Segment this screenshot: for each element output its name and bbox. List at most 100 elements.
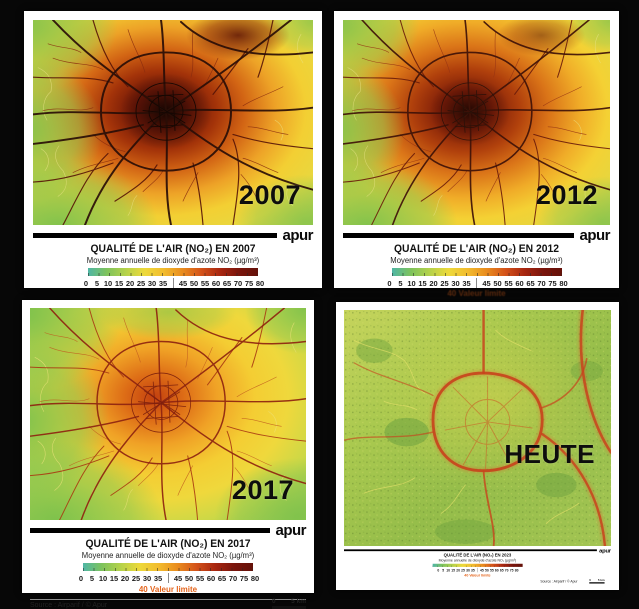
separator-bar — [30, 528, 270, 533]
limit-label-heute: 40 Valeur limite — [464, 573, 490, 577]
scale-tick: 70 — [233, 279, 244, 288]
map-scalebar: 0 5 km — [272, 598, 306, 609]
year-label-2017: 2017 — [232, 475, 294, 506]
scalebar-five: 5 km — [291, 598, 306, 605]
source-row-heute: Source : Airparif / © Apur 0 5 km — [344, 579, 611, 584]
limit-label-2012: 40 Valeur limite — [447, 289, 505, 298]
scale-tick: 60 — [514, 279, 525, 288]
separator-bar — [344, 549, 597, 551]
scale-tick: 80 — [255, 279, 266, 288]
scale-tick: 35 — [158, 279, 169, 288]
scale-tick: 35 — [461, 279, 472, 288]
panel-2017: 2017 apur QUALITÉ DE L'AIR (NO₂) EN 2017… — [22, 300, 314, 593]
scale-tick: 10 — [103, 279, 114, 288]
map-heute-satellite — [344, 310, 611, 546]
scale-divider — [476, 278, 477, 288]
scale-divider — [168, 573, 169, 583]
scale-tick: 20 — [120, 574, 131, 583]
color-scale-gradient — [83, 563, 253, 571]
scale-tick: 75 — [244, 279, 255, 288]
apur-logo: apur — [282, 228, 313, 243]
apur-logo: apur — [275, 523, 306, 538]
color-scale-gradient — [88, 268, 258, 276]
scale-tick: 60 — [211, 279, 222, 288]
source-text: Source : Airparif / © Apur — [540, 580, 577, 584]
scale-tick: 5 — [395, 279, 406, 288]
scale-tick: 75 — [547, 279, 558, 288]
scale-tick: 45 — [481, 279, 492, 288]
source-row-2017: Source : Airparif / © Apur 0 5 km — [30, 599, 306, 609]
color-scale-gradient — [392, 268, 562, 276]
apur-logo: apur — [579, 228, 610, 243]
scale-tick: 50 — [184, 574, 195, 583]
scale-tick: 0 — [76, 574, 87, 583]
map-scalebar: 0 5 km — [589, 579, 604, 584]
scale-tick: 35 — [153, 574, 164, 583]
scale-tick: 80 — [514, 568, 519, 572]
scale-tick: 25 — [439, 279, 450, 288]
title-bar-2017: apur — [30, 523, 306, 537]
scale-tick: 15 — [114, 279, 125, 288]
source-text: Source : Airparif / © Apur — [30, 602, 107, 609]
map-subtitle-2012: Moyenne annuelle de dioxyde d'azote NO₂ … — [348, 256, 604, 265]
map-title-2017: QUALITÉ DE L'AIR (NO₂) EN 2017 — [38, 538, 297, 550]
scale-tick: 10 — [98, 574, 109, 583]
map-title-heute: QUALITÉ DE L'AIR (NO₂) EN 2023 — [352, 553, 603, 558]
map-2007: 2007 — [33, 20, 313, 225]
scale-tick: 25 — [136, 279, 147, 288]
panel-heute: HEUTE apur QUALITÉ DE L'AIR (NO₂) EN 202… — [336, 302, 619, 590]
map-subtitle-2017: Moyenne annuelle de dioxyde d'azote NO₂ … — [36, 551, 301, 560]
scale-tick: 70 — [536, 279, 547, 288]
scale-tick: 60 — [206, 574, 217, 583]
scale-tick: 65 — [222, 279, 233, 288]
scale-tick: 65 — [525, 279, 536, 288]
scale-tick: 5 — [87, 574, 98, 583]
map-2017: 2017 — [30, 308, 306, 520]
scale-tick: 30 — [147, 279, 158, 288]
year-label-2012: 2012 — [536, 180, 598, 211]
color-scale-gradient — [432, 564, 522, 567]
scale-tick: 75 — [239, 574, 250, 583]
scale-tick: 45 — [173, 574, 184, 583]
map-2012: 2012 — [343, 20, 610, 225]
panel-2012: 2012 apur QUALITÉ DE L'AIR (NO₂) EN 2012… — [334, 11, 619, 288]
scale-tick: 55 — [200, 279, 211, 288]
scalebar-zero: 0 — [272, 598, 276, 605]
scalebar-bar — [589, 582, 604, 583]
scale-tick: 15 — [109, 574, 120, 583]
map-title-2007: QUALITÉ DE L'AIR (NO₂) EN 2007 — [41, 243, 304, 255]
scale-tick: 55 — [195, 574, 206, 583]
scale-divider — [173, 278, 174, 288]
scale-tick: 10 — [406, 279, 417, 288]
scale-tick: 25 — [131, 574, 142, 583]
scale-tick: 65 — [217, 574, 228, 583]
title-bar-heute: apur — [344, 548, 611, 553]
map-subtitle-heute: Moyenne annuelle de dioxyde d'azote NO₂ … — [349, 558, 605, 562]
scale-tick: 45 — [178, 279, 189, 288]
scale-tick: 20 — [125, 279, 136, 288]
scale-tick: 70 — [228, 574, 239, 583]
scale-tick: 20 — [428, 279, 439, 288]
limit-label-2017: 40 Valeur limite — [139, 585, 197, 594]
scale-tick: 15 — [417, 279, 428, 288]
scale-tick: 50 — [492, 279, 503, 288]
year-label-heute: HEUTE — [504, 439, 595, 470]
year-label-2007: 2007 — [239, 180, 301, 211]
map-title-2012: QUALITÉ DE L'AIR (NO₂) EN 2012 — [351, 243, 602, 255]
scale-tick: 35 — [470, 568, 475, 572]
separator-bar — [33, 233, 277, 238]
